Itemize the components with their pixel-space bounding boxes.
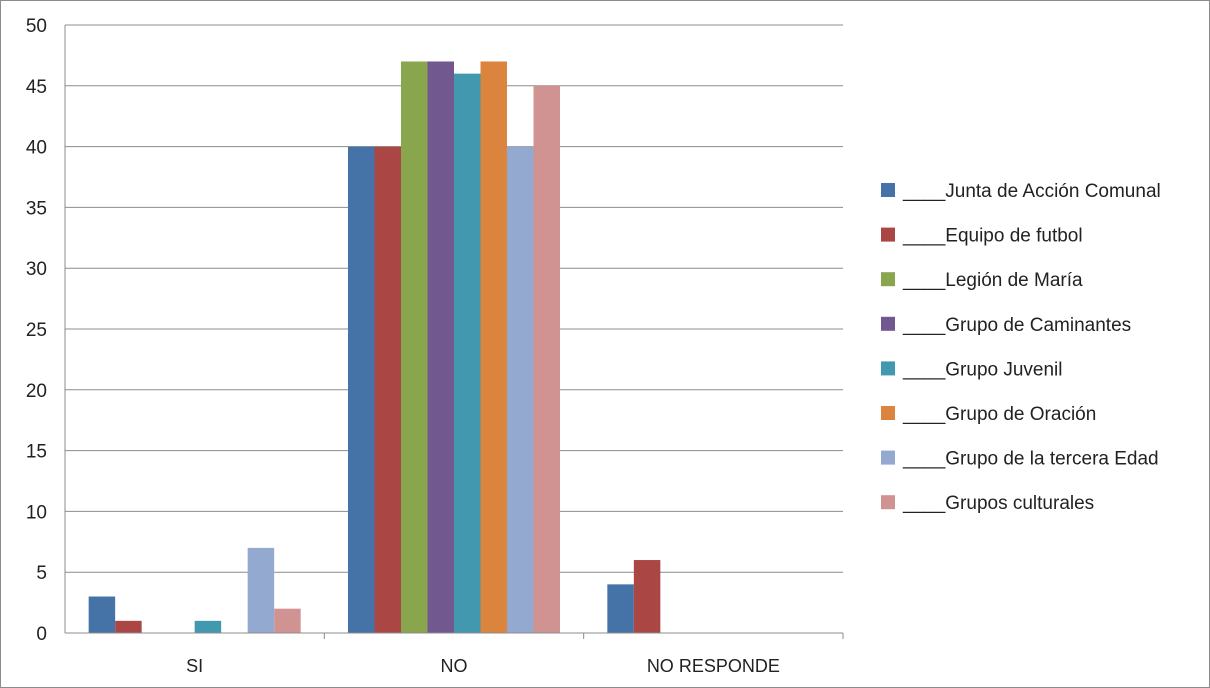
bar [88, 596, 116, 633]
bar [533, 85, 560, 634]
legend-swatch [881, 316, 895, 331]
legend-label: ____Grupo de la tercera Edad [902, 449, 1159, 470]
legend-label: ____Grupo de Oración [902, 404, 1096, 425]
bar [607, 584, 634, 633]
bar [247, 547, 275, 633]
y-tick-label: 45 [26, 77, 47, 98]
bar [427, 61, 454, 634]
bar [194, 620, 222, 633]
y-tick-label: 35 [26, 198, 47, 219]
bar [348, 146, 375, 633]
y-tick-label: 0 [36, 624, 47, 645]
bar [507, 146, 534, 633]
legend-swatch [881, 495, 895, 510]
bars [88, 61, 661, 634]
legend: ____Junta de Acción Comunal ____Equipo de… [881, 181, 1161, 514]
y-tick-label: 25 [26, 320, 47, 341]
x-category-label: NO RESPONDE [647, 656, 780, 676]
y-tick-label: 15 [26, 442, 47, 463]
axes: 0 5 10 15 20 25 30 35 40 45 50 SI NO NO RESPONDE [26, 16, 844, 676]
legend-label: ____Junta de Acción Comunal [902, 181, 1161, 202]
y-tick-label: 20 [26, 381, 47, 402]
y-tick-label: 5 [36, 563, 47, 584]
legend-swatch [881, 406, 895, 420]
x-category-label: SI [186, 656, 203, 676]
legend-label: ____Grupos culturales [902, 493, 1094, 514]
y-tick-label: 40 [26, 138, 47, 159]
y-tick-label: 10 [26, 502, 47, 523]
bar [115, 620, 142, 633]
bar [274, 608, 301, 633]
legend-label: ____Legión de María [902, 270, 1083, 291]
y-tick-label: 30 [26, 259, 47, 280]
bar [454, 73, 481, 633]
legend-swatch [881, 227, 895, 242]
legend-label: ____Equipo de futbol [902, 226, 1083, 247]
legend-label: ____Grupo Juvenil [902, 359, 1063, 380]
bar [633, 560, 661, 633]
y-tick-label: 50 [26, 16, 47, 37]
bar [374, 146, 401, 633]
legend-swatch [881, 272, 895, 287]
legend-swatch [881, 361, 895, 376]
legend-swatch [881, 450, 895, 465]
bar [401, 61, 428, 634]
x-category-label: NO [441, 656, 468, 676]
bar [480, 61, 507, 634]
legend-swatch [881, 183, 895, 197]
legend-label: ____Grupo de Caminantes [902, 315, 1131, 336]
